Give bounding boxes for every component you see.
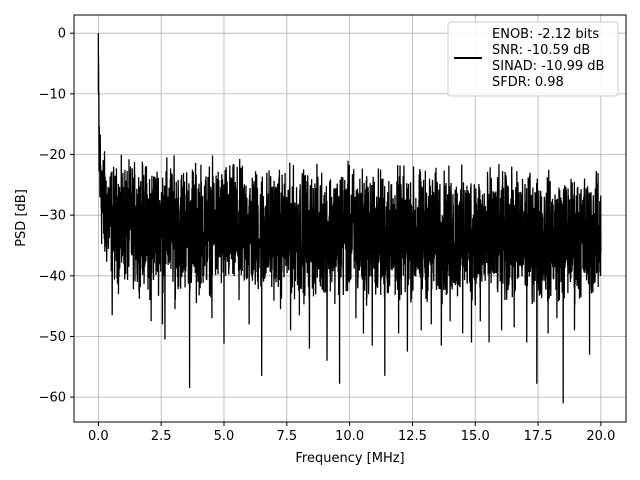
y-tick-label: −60 [39, 391, 66, 406]
y-tick-label: −20 [39, 148, 66, 163]
legend-enob: ENOB: -2.12 bits [492, 27, 599, 42]
x-tick-label: 5.0 [214, 429, 235, 444]
y-tick-label: −50 [39, 330, 66, 345]
legend-snr: SNR: -10.59 dB [492, 43, 590, 58]
y-tick-label: 0 [58, 27, 66, 42]
y-tick-label: −10 [39, 87, 66, 102]
x-tick-label: 12.5 [398, 429, 427, 444]
legend-sinad: SINAD: -10.99 dB [492, 59, 604, 74]
y-axis-label: PSD [dB] [14, 189, 29, 247]
x-axis: 0.0 2.5 5.0 7.5 10.0 12.5 15.0 17.5 20.0 [88, 422, 615, 444]
y-tick-label: −30 [39, 209, 66, 224]
y-axis: 0 −10 −20 −30 −40 −50 −60 [39, 27, 74, 406]
x-tick-label: 0.0 [88, 429, 109, 444]
legend-box [447, 21, 619, 97]
legend-sfdr: SFDR: 0.98 [492, 75, 564, 90]
psd-series-line [97, 33, 602, 404]
x-tick-label: 17.5 [524, 429, 553, 444]
x-tick-label: 7.5 [276, 429, 297, 444]
x-tick-label: 15.0 [461, 429, 490, 444]
y-tick-label: −40 [39, 269, 66, 284]
x-tick-label: 2.5 [151, 429, 172, 444]
psd-trace [97, 33, 602, 404]
legend: ENOB: -2.12 bits SNR: -10.59 dB SINAD: -… [447, 21, 619, 97]
x-axis-label: Frequency [MHz] [295, 451, 404, 466]
x-tick-label: 10.0 [335, 429, 364, 444]
x-tick-label: 20.0 [586, 429, 615, 444]
